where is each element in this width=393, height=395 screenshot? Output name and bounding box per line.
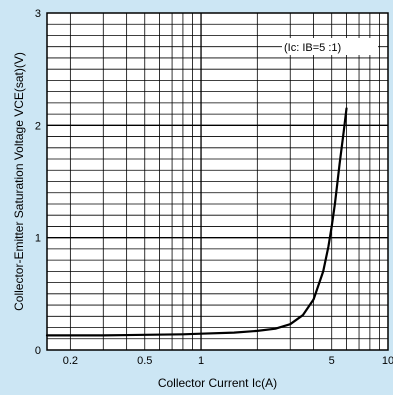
y-tick-label: 3 (35, 8, 41, 20)
y-tick-label: 0 (35, 345, 41, 357)
x-tick-label: 10 (382, 355, 393, 367)
x-tick-label: 1 (198, 355, 204, 367)
minor-grid (47, 13, 388, 350)
x-tick-label: 5 (329, 355, 335, 367)
x-axis-title: Collector Current Ic(A) (158, 376, 277, 390)
annotation-background (282, 38, 378, 55)
x-tick-label: 0.5 (137, 355, 152, 367)
vce-sat-curve (45, 107, 348, 337)
plot-border (46, 12, 389, 351)
major-grid (47, 13, 388, 350)
y-tick-label: 2 (35, 120, 41, 132)
series-layer (45, 107, 348, 337)
y-axis-title: Collector-Emitter Saturation Voltage VCE… (12, 52, 26, 311)
condition-annotation: (Ic: IB=5 :1) (284, 42, 341, 54)
x-tick-label: 0.2 (63, 355, 78, 367)
x-tick-labels: 0.2 0.5 1 5 10 (63, 355, 393, 367)
y-tick-label: 1 (35, 233, 41, 245)
y-tick-labels: 0 1 2 3 (35, 8, 41, 357)
